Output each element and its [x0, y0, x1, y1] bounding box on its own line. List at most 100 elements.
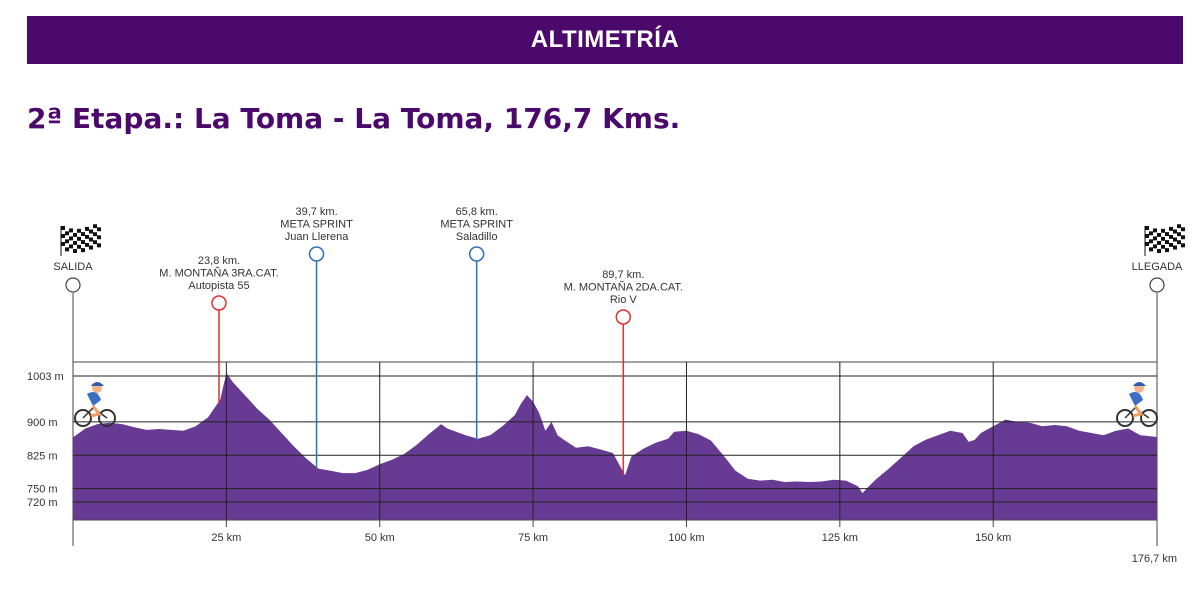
flag-finish-icon-cell — [1157, 248, 1161, 253]
flag-finish-icon-cell — [1165, 240, 1169, 245]
marker-circle-sprint-1 — [308, 246, 325, 262]
marker-label-1-line-2: Juan Llerena — [285, 231, 349, 243]
stage-title: 2ª Etapa.: La Toma - La Toma, 176,7 Kms. — [27, 102, 681, 135]
cyclist-start-icon-jersey — [87, 392, 101, 406]
flag-start-icon-cell — [69, 240, 73, 245]
flag-finish-icon-cell — [1145, 238, 1149, 242]
flag-finish-icon-cell — [1165, 232, 1169, 237]
flag-start-icon-cell — [77, 236, 81, 241]
flag-start-icon-cell — [61, 242, 65, 246]
flag-start-icon-cell — [77, 232, 81, 237]
altimetria-banner: ALTIMETRÍA — [27, 16, 1183, 64]
y-tick-label-750: 750 m — [27, 484, 58, 496]
flag-start-icon-cell — [81, 248, 85, 253]
flag-start-icon-cell — [85, 246, 89, 251]
marker-label-3-line-0: 89,7 km. — [602, 269, 644, 281]
flag-finish-icon-cell — [1153, 236, 1157, 241]
marker-circle-mountain-3 — [615, 309, 632, 325]
flag-start-icon-cell — [73, 248, 77, 253]
start-label: SALIDA — [53, 261, 93, 273]
flag-start-icon-cell — [85, 226, 89, 231]
flag-start-icon-cell — [93, 244, 97, 249]
flag-finish-icon-cell — [1169, 226, 1173, 231]
flag-start-icon-cell — [73, 236, 77, 241]
flag-start-icon-cell — [61, 238, 65, 242]
flag-finish-icon-cell — [1149, 239, 1153, 244]
x-tick-label-150: 150 km — [975, 532, 1011, 544]
flag-finish-icon-cell — [1165, 248, 1169, 253]
flag-finish-icon-cell — [1181, 231, 1185, 236]
flag-finish-icon-cell — [1145, 230, 1149, 234]
flag-finish-icon-cell — [1173, 237, 1177, 242]
flag-finish-icon-cell — [1165, 228, 1169, 233]
flag-finish-icon-cell — [1157, 236, 1161, 241]
marker-label-0-line-1: M. MONTAÑA 3RA.CAT. — [159, 267, 278, 280]
flag-finish-icon-cell — [1173, 241, 1177, 246]
cyclist-finish-icon-helmet — [1133, 382, 1146, 386]
flag-finish-icon-cell — [1161, 244, 1165, 249]
flag-start-icon-cell — [93, 224, 97, 229]
flag-finish-icon-cell — [1145, 226, 1149, 230]
flag-start-icon-cell — [89, 237, 93, 242]
flag-start-icon-cell — [93, 232, 97, 237]
flag-start-icon-cell — [81, 240, 85, 245]
flag-start-icon-cell — [81, 244, 85, 249]
y-tick-label-825: 825 m — [27, 450, 58, 462]
flag-start-icon-cell — [77, 248, 81, 253]
marker-circle-mountain-0 — [211, 295, 227, 311]
flag-start-icon-cell — [61, 246, 65, 250]
flag-finish-icon-cell — [1177, 232, 1181, 237]
flag-finish-icon-cell — [1181, 227, 1185, 232]
elevation-area — [73, 372, 1157, 520]
flag-finish-icon-cell — [1173, 225, 1177, 230]
cyclist-finish-icon-jersey — [1129, 392, 1143, 406]
flag-start-icon-cell — [77, 244, 81, 249]
flag-finish-icon-cell — [1169, 230, 1173, 235]
flag-finish-icon-cell — [1169, 238, 1173, 243]
flag-finish-icon-cell — [1161, 248, 1165, 253]
flag-start-icon-cell — [73, 240, 77, 245]
flag-start-icon-cell — [69, 248, 73, 253]
flag-start-icon-cell — [93, 236, 97, 241]
flag-start-icon-cell — [65, 243, 69, 248]
flag-start-icon-cell — [65, 231, 69, 236]
y-tick-label-1003: 1003 m — [27, 371, 64, 383]
flag-start-icon-cell — [85, 230, 89, 235]
banner-title: ALTIMETRÍA — [530, 26, 680, 53]
cyclist-start-icon-leg — [90, 405, 102, 418]
flag-start-icon-cell — [85, 238, 89, 243]
flag-finish-icon-cell — [1153, 244, 1157, 249]
flag-finish-icon-cell — [1169, 234, 1173, 239]
flag-start-icon-cell — [69, 236, 73, 241]
flag-start-icon-cell — [65, 227, 69, 232]
flag-start-icon-cell — [85, 242, 89, 247]
flag-finish-icon-cell — [1153, 248, 1157, 253]
flag-start-icon-cell — [73, 232, 77, 237]
flag-start-icon-cell — [61, 230, 65, 234]
flag-start-icon-cell — [89, 225, 93, 230]
flag-finish-icon-cell — [1177, 236, 1181, 241]
marker-label-0-line-2: Autopista 55 — [188, 280, 249, 292]
y-tick-label-900: 900 m — [27, 417, 58, 429]
flag-finish-icon-cell — [1173, 229, 1177, 234]
flag-finish-icon-cell — [1153, 232, 1157, 237]
flag-finish-icon-cell — [1149, 247, 1153, 252]
flag-start-icon-cell — [73, 244, 77, 249]
flag-start-icon-cell — [93, 240, 97, 245]
flag-start-icon-cell — [89, 229, 93, 234]
flag-start-icon-cell — [61, 226, 65, 230]
flag-finish-icon-cell — [1177, 244, 1181, 249]
finish-label: LLEGADA — [1132, 261, 1183, 273]
marker-label-2-line-2: Saladillo — [456, 231, 498, 243]
x-end-label: 176,7 km — [1132, 553, 1177, 565]
flag-start-icon — [60, 223, 101, 256]
flag-finish-icon-cell — [1157, 232, 1161, 237]
marker-label-3-line-1: M. MONTAÑA 2DA.CAT. — [564, 281, 683, 294]
flag-start-icon-cell — [93, 228, 97, 233]
cyclist-start-icon-wheel-front — [98, 409, 116, 427]
flag-finish-icon-cell — [1173, 245, 1177, 250]
flag-finish-icon-cell — [1181, 243, 1185, 248]
flag-start-icon-cell — [77, 228, 81, 233]
flag-finish-icon-cell — [1153, 228, 1157, 233]
